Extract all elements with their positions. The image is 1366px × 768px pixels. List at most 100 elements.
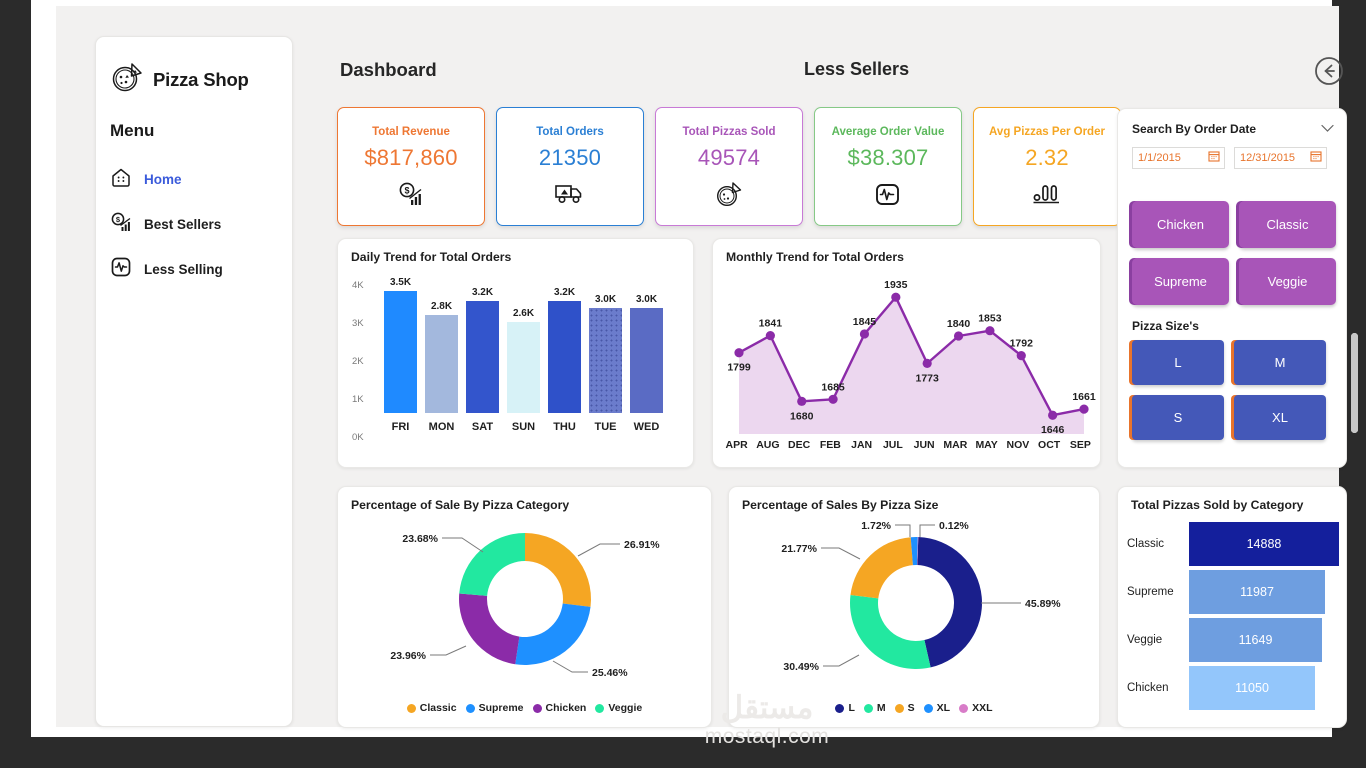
table-row[interactable]: Veggie 11649 <box>1118 616 1346 664</box>
data-point[interactable] <box>891 292 901 302</box>
x-axis-label: FEB <box>819 439 841 451</box>
chart-title: Monthly Trend for Total Orders <box>726 250 904 264</box>
house-icon <box>110 166 132 193</box>
donut-slice[interactable] <box>459 533 525 596</box>
legend-item[interactable]: Veggie <box>595 702 642 714</box>
data-point[interactable] <box>828 394 838 404</box>
size-filter-xl[interactable]: XL <box>1234 395 1326 440</box>
donut-slice[interactable] <box>850 537 913 599</box>
bar-column[interactable]: 3.0K <box>589 273 622 413</box>
bar[interactable] <box>507 322 540 413</box>
bar-column[interactable]: 3.0K <box>630 273 663 413</box>
data-point[interactable] <box>922 358 932 368</box>
delivery-truck-icon <box>554 181 586 210</box>
kpi-card-total-orders[interactable]: Total Orders 21350 <box>496 107 644 226</box>
row-value-bar[interactable]: 14888 <box>1189 522 1339 566</box>
chart-title: Percentage of Sale By Pizza Category <box>351 498 570 512</box>
scrollbar-thumb[interactable] <box>1351 333 1358 433</box>
size-filter-m[interactable]: M <box>1234 340 1326 385</box>
kpi-card-total-revenue[interactable]: Total Revenue $817,860 $ <box>337 107 485 226</box>
bar-column[interactable]: 3.5K <box>384 273 417 413</box>
bar-value-label: 3.0K <box>635 294 658 305</box>
donut-slice[interactable] <box>459 593 520 665</box>
bar[interactable] <box>589 308 622 413</box>
calendar-icon[interactable] <box>1208 149 1220 167</box>
category-filter-veggie[interactable]: Veggie <box>1239 258 1336 305</box>
data-point[interactable] <box>797 396 807 406</box>
bar[interactable] <box>384 290 417 413</box>
bar-series: 3.5K 2.8K 3.2K 2.6K 3.2K 3.0K 3.0K <box>384 273 684 413</box>
donut-slice[interactable] <box>850 594 931 669</box>
bar[interactable] <box>425 315 458 413</box>
row-value-bar[interactable]: 11649 <box>1189 618 1322 662</box>
donut-slice[interactable] <box>910 537 918 566</box>
legend-item[interactable]: L <box>835 702 855 714</box>
legend-item[interactable]: S <box>894 702 915 714</box>
data-point-label: 1841 <box>759 318 783 330</box>
bar-column[interactable]: 2.8K <box>425 273 458 413</box>
data-point[interactable] <box>985 326 995 336</box>
kpi-card-total-pizzas-sold[interactable]: Total Pizzas Sold 49574 <box>655 107 803 226</box>
row-value-bar[interactable]: 11987 <box>1189 570 1325 614</box>
date-to-input[interactable]: 12/31/2015 <box>1234 147 1327 169</box>
sidebar-item-best-sellers[interactable]: $ Best Sellers <box>96 202 292 247</box>
data-point[interactable] <box>859 329 870 339</box>
dashboard-canvas: Pizza Shop Menu <box>56 6 1358 748</box>
donut-slice[interactable] <box>917 537 919 566</box>
legend-item[interactable]: M <box>863 702 886 714</box>
kpi-value: 21350 <box>538 145 602 170</box>
data-point[interactable] <box>734 348 744 358</box>
kpi-card-avg-pizzas-per-order[interactable]: Avg Pizzas Per Order 2.32 <box>973 107 1121 226</box>
size-filter-scrollbar[interactable] <box>1351 333 1358 433</box>
legend-item[interactable]: Classic <box>406 702 457 714</box>
bar-column[interactable]: 3.2K <box>548 273 581 413</box>
sidebar-item-less-selling[interactable]: Less Selling <box>96 247 292 292</box>
sidebar-item-home[interactable]: Home <box>96 157 292 202</box>
legend-label: S <box>907 702 915 714</box>
bar-column[interactable]: 2.6K <box>507 273 540 413</box>
category-filter-supreme[interactable]: Supreme <box>1132 258 1229 305</box>
data-point[interactable] <box>1079 404 1089 414</box>
size-filter-s[interactable]: S <box>1132 395 1224 440</box>
bar[interactable] <box>466 301 499 413</box>
category-filter-classic[interactable]: Classic <box>1239 201 1336 248</box>
legend-color-dot <box>595 703 605 713</box>
date-filter-header: Search By Order Date <box>1118 109 1346 138</box>
data-point[interactable] <box>1016 351 1026 361</box>
data-point[interactable] <box>1048 410 1058 420</box>
size-filter-l[interactable]: L <box>1132 340 1224 385</box>
legend-item[interactable]: XL <box>923 702 950 714</box>
pulse-box-icon <box>875 181 901 212</box>
calendar-icon[interactable] <box>1310 149 1322 167</box>
leader-line <box>823 654 860 667</box>
slice-value-label: 25.46% <box>592 667 628 679</box>
trend-line <box>738 296 1085 417</box>
bar-column[interactable]: 3.2K <box>466 273 499 413</box>
row-value-bar[interactable]: 11050 <box>1189 666 1315 710</box>
legend-item[interactable]: Chicken <box>532 702 586 714</box>
bar-value-label: 2.8K <box>430 301 453 312</box>
y-axis-tick: 0K <box>352 432 364 443</box>
category-filter-chicken[interactable]: Chicken <box>1132 201 1229 248</box>
page-title: Dashboard <box>340 59 437 80</box>
table-row[interactable]: Chicken 11050 <box>1118 664 1346 712</box>
dollar-chart-icon: $ <box>397 181 425 212</box>
donut-slice[interactable] <box>917 537 983 668</box>
slice-value-label: 26.91% <box>624 539 660 551</box>
table-row[interactable]: Supreme 11987 <box>1118 568 1346 616</box>
bar[interactable] <box>630 308 663 413</box>
legend-item[interactable]: XXL <box>959 702 993 714</box>
data-point-label: 1935 <box>884 279 908 291</box>
circle-arrow-left-icon[interactable] <box>1314 56 1344 86</box>
sidebar-item-label: Less Selling <box>144 262 223 277</box>
date-from-input[interactable]: 1/1/2015 <box>1132 147 1225 169</box>
data-point[interactable] <box>765 330 775 341</box>
bar[interactable] <box>548 301 581 413</box>
kpi-card-average-order-value[interactable]: Average Order Value $38.307 <box>814 107 962 226</box>
donut-slice[interactable] <box>525 533 591 607</box>
chevron-down-icon[interactable] <box>1321 120 1334 138</box>
legend-item[interactable]: Supreme <box>465 702 524 714</box>
data-point[interactable] <box>953 331 964 341</box>
donut-slice[interactable] <box>515 603 591 665</box>
table-row[interactable]: Classic 14888 <box>1118 520 1346 568</box>
